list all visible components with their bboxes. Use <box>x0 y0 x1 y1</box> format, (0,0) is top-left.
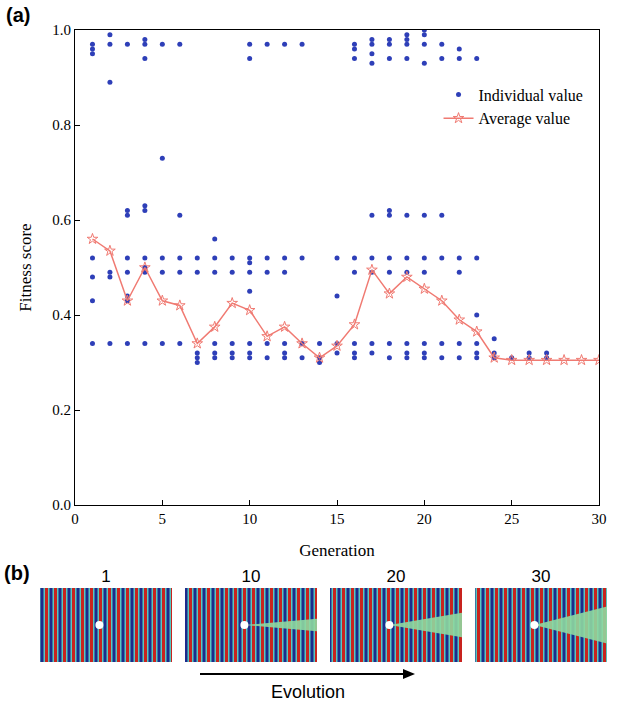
svg-text:1: 1 <box>101 567 110 586</box>
svg-text:0.4: 0.4 <box>52 307 71 323</box>
svg-text:25: 25 <box>504 511 519 527</box>
svg-text:Fitness score: Fitness score <box>16 223 35 311</box>
svg-text:5: 5 <box>159 511 167 527</box>
svg-text:30: 30 <box>532 567 551 586</box>
svg-text:0.8: 0.8 <box>52 117 71 133</box>
svg-text:10: 10 <box>242 567 261 586</box>
svg-text:0: 0 <box>71 511 79 527</box>
svg-text:Individual value: Individual value <box>479 87 583 104</box>
svg-text:20: 20 <box>387 567 406 586</box>
svg-text:0.0: 0.0 <box>52 497 71 513</box>
html-text:(a): (a) <box>6 4 31 26</box>
svg-text:Evolution: Evolution <box>271 682 345 702</box>
svg-text:(b): (b) <box>4 562 30 584</box>
svg-text:30: 30 <box>592 511 607 527</box>
svg-text:Average value: Average value <box>479 110 571 128</box>
svg-text:10: 10 <box>242 511 257 527</box>
svg-text:1.0: 1.0 <box>52 22 71 38</box>
svg-text:0.2: 0.2 <box>52 402 71 418</box>
svg-text:Generation: Generation <box>299 541 375 560</box>
svg-text:15: 15 <box>330 511 345 527</box>
svg-text:20: 20 <box>417 511 432 527</box>
svg-text:0.6: 0.6 <box>52 212 71 228</box>
